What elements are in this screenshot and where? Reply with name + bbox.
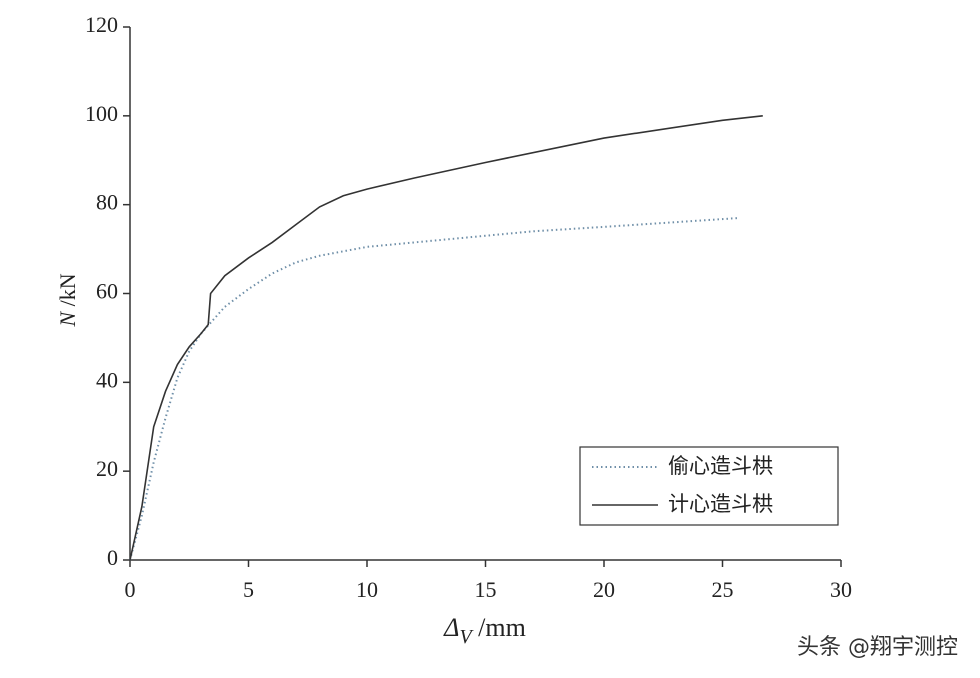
y-tick-label: 60 (96, 279, 118, 304)
y-tick-label: 20 (96, 456, 118, 481)
x-label-sub: V (459, 626, 474, 648)
y-tick-label: 100 (85, 101, 118, 126)
y-axis-label: N /kN (55, 273, 80, 327)
x-tick-label: 0 (125, 577, 136, 602)
x-tick-label: 15 (475, 577, 497, 602)
x-tick-label: 30 (830, 577, 852, 602)
y-tick-label: 120 (85, 12, 118, 37)
series-line (129, 216, 740, 561)
y-label-symbol: N (55, 311, 80, 328)
x-tick-label: 20 (593, 577, 615, 602)
legend-label: 计心造斗栱 (668, 492, 773, 516)
x-axis-label: ΔV /mm (443, 613, 526, 648)
y-tick-label: 0 (107, 545, 118, 570)
y-tick-label: 80 (96, 190, 118, 215)
x-label-unit: /mm (472, 613, 526, 642)
series-line (129, 115, 763, 561)
y-tick-label: 40 (96, 367, 118, 392)
watermark: 头条 @翔宇测控 (797, 635, 958, 660)
legend-label: 偷心造斗栱 (668, 454, 773, 478)
x-tick-label: 5 (243, 577, 254, 602)
y-label-unit: /kN (55, 273, 80, 312)
legend-box (579, 446, 839, 526)
x-tick-label: 10 (356, 577, 378, 602)
x-label-symbol: Δ (443, 613, 459, 642)
x-tick-label: 25 (712, 577, 734, 602)
